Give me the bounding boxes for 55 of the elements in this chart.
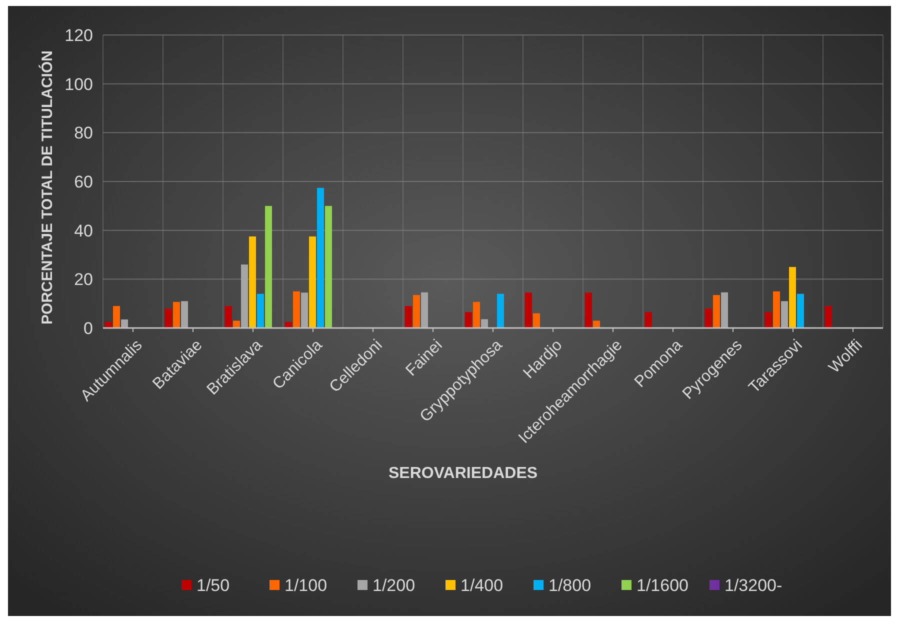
bar	[497, 294, 504, 328]
legend-label: 1/800	[548, 576, 592, 595]
bar	[705, 308, 712, 328]
bar	[721, 292, 728, 328]
bar	[257, 294, 264, 328]
bar	[525, 292, 532, 328]
legend-label: 1/400	[460, 576, 504, 595]
y-tick-label: 40	[74, 221, 93, 240]
bar	[301, 292, 308, 328]
bar	[325, 206, 332, 328]
bar	[413, 295, 420, 328]
bar	[233, 320, 240, 328]
y-tick-label: 120	[64, 26, 93, 45]
bar	[293, 291, 300, 328]
bar	[825, 306, 832, 328]
y-tick-label: 20	[74, 270, 93, 290]
bar	[765, 312, 772, 328]
bar	[225, 306, 232, 328]
bar	[105, 322, 112, 328]
legend-label: 1/1600	[636, 576, 688, 595]
legend-label: 1/200	[372, 576, 416, 595]
legend-label: 1/3200-	[724, 576, 782, 595]
bar	[181, 301, 188, 328]
bar	[405, 306, 412, 328]
bar	[773, 291, 780, 328]
y-tick-label: 80	[74, 124, 93, 143]
bar	[481, 319, 488, 328]
bar	[121, 319, 128, 328]
bar	[473, 302, 480, 328]
bar	[165, 308, 172, 328]
y-tick-label: 60	[74, 172, 93, 192]
bar	[533, 313, 540, 328]
bar	[797, 294, 804, 328]
bar	[421, 292, 428, 328]
bar	[789, 266, 796, 328]
bar	[781, 301, 788, 328]
bar	[113, 306, 120, 328]
x-axis-title: SEROVARIEDADES	[388, 465, 538, 482]
y-tick-label: 0	[84, 318, 93, 338]
bar	[241, 264, 248, 328]
legend-label: 1/50	[196, 576, 230, 595]
y-tick-label: 100	[64, 74, 93, 94]
bar	[265, 206, 272, 328]
bar	[309, 236, 316, 328]
y-axis-title: PORCENTAJE TOTAL DE TITULACIÓN	[38, 50, 56, 324]
bar	[713, 295, 720, 328]
bar	[645, 312, 652, 328]
bar	[317, 188, 324, 328]
bar	[593, 320, 600, 328]
legend-label: 1/100	[284, 576, 328, 595]
bar	[173, 302, 180, 328]
bar	[249, 236, 256, 328]
bar	[285, 322, 292, 328]
bar	[465, 312, 472, 328]
bar	[585, 292, 592, 328]
